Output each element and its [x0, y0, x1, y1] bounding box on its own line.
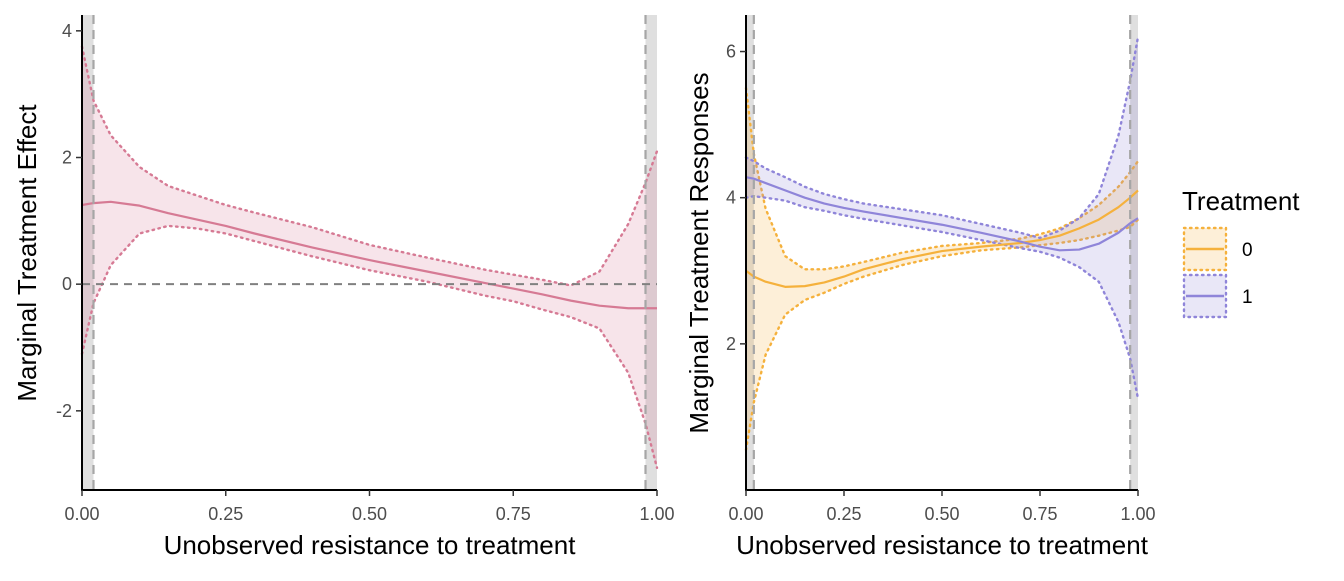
estimate-line-series-2: [745, 176, 1139, 252]
trim-region-right: [645, 15, 657, 490]
estimate-line-series-1: [745, 189, 1139, 288]
x-axis-title: Unobserved resistance to treatment: [736, 530, 1149, 560]
confidence-band-series-2: [746, 36, 1138, 399]
x-tick-label: 0.25: [826, 504, 861, 524]
y-tick-label: 2: [62, 148, 72, 168]
y-tick-label: -2: [56, 401, 72, 421]
legend-label: 1: [1242, 287, 1253, 308]
confidence-band-series-1: [82, 46, 657, 468]
upper-bound-series-2: [744, 35, 1140, 240]
trim-region-right: [1130, 15, 1138, 490]
y-tick-label: 4: [726, 188, 736, 208]
x-tick-label: 0.50: [924, 504, 959, 524]
x-tick-label: 0.75: [496, 504, 531, 524]
y-axis-title: Marginal Treatment Effect: [12, 104, 42, 402]
chart-panel-2: 0.00 0.25 0.50 0.75 1.00 2 4 6 Unobserved resist…: [684, 15, 1300, 560]
x-tick-label: 1.00: [639, 504, 674, 524]
x-tick-label: 0.25: [208, 504, 243, 524]
lower-bound-series-1: [80, 224, 659, 470]
trim-region-left: [82, 15, 94, 490]
legend: Treatment 0 1: [1182, 186, 1300, 319]
legend-label: 0: [1242, 240, 1253, 261]
x-tick-label: 0.75: [1022, 504, 1057, 524]
y-tick-label: 2: [726, 334, 736, 354]
y-tick-label: 6: [726, 42, 736, 62]
x-tick-label: 0.00: [64, 504, 99, 524]
lower-bound-series-1: [744, 218, 1140, 452]
upper-bound-series-1: [744, 86, 1140, 271]
chart-panel-1: 0.00 0.25 0.50 0.75 1.00 -2 0 2 4 Unobserved resi…: [12, 15, 675, 560]
trim-region-left: [746, 15, 754, 490]
x-tick-label: 0.00: [728, 504, 763, 524]
x-tick-label: 0.50: [352, 504, 387, 524]
legend-title: Treatment: [1182, 186, 1300, 216]
y-axis-title: Marginal Treatment Responses: [684, 72, 714, 433]
upper-bound-series-1: [80, 45, 659, 287]
estimate-line-series-1: [81, 200, 657, 310]
lower-bound-series-2: [744, 195, 1140, 400]
y-tick-label: 4: [62, 21, 72, 41]
x-axis-title: Unobserved resistance to treatment: [164, 530, 577, 560]
x-tick-label: 1.00: [1120, 504, 1155, 524]
y-tick-label: 0: [62, 274, 72, 294]
